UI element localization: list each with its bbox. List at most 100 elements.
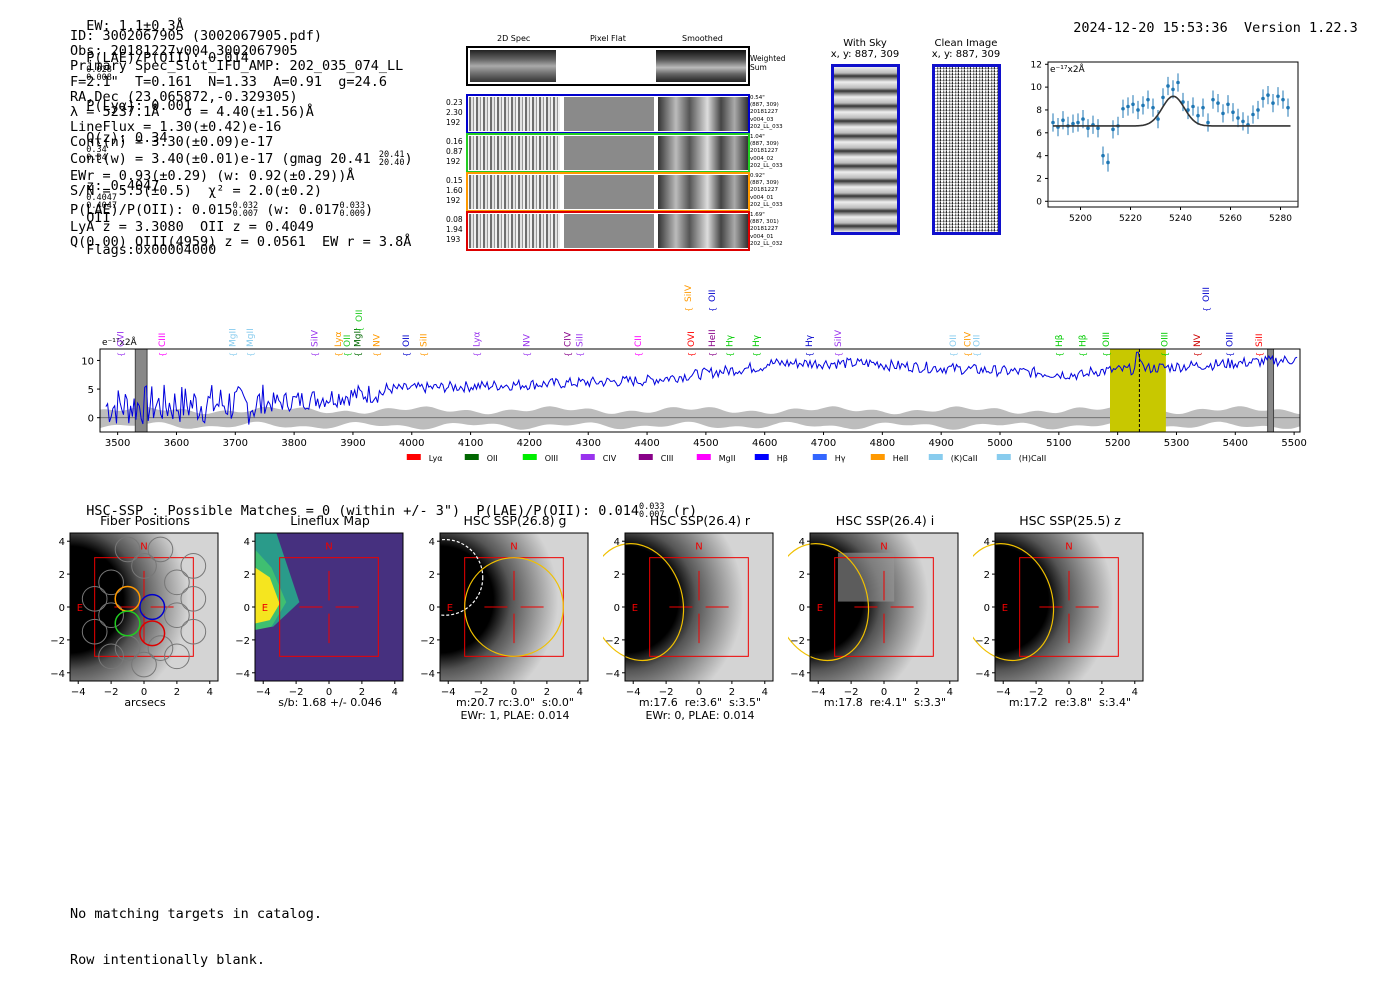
spectrum-line-label: OII { [355, 310, 365, 332]
panel-ytick-label: 0 [614, 603, 620, 614]
spectrum-xtick-label: 3700 [223, 438, 248, 449]
spectrum-xtick-label: 5200 [1105, 438, 1130, 449]
cutout-row-right-label: 1.69" (887, 301) 20181227 v004_01 202_LL_032 [750, 212, 783, 248]
panel-xtick-label: −2 [1029, 687, 1044, 698]
header-plae-range: 0.028 0.008 [86, 65, 112, 83]
panel-xtick-label: 4 [762, 687, 768, 698]
spectrum-line-name: OII [402, 335, 412, 347]
spectrum-line-label: OII { [343, 335, 353, 357]
panel-title: Lineflux Map [290, 513, 370, 528]
fit-plot-point [1191, 104, 1195, 109]
fiber-circle [98, 602, 124, 629]
panel-ytick-label: 0 [984, 603, 990, 614]
spectrum-line-name: OII [949, 335, 959, 347]
weighted-sum-2dspec [470, 50, 556, 82]
cutout-row-left-value: 2.30 [446, 108, 463, 117]
header-datetime: 2024-12-20 15:53:36 [1073, 20, 1228, 36]
cutout-row-right-label: 0.92" (887, 309) 20181227 v004_01 202_LL_033 [750, 173, 783, 209]
panel-xtick-label: −4 [71, 687, 86, 698]
spectrum-line-brace: { [805, 352, 814, 357]
fit-plot-xtick-label: 5260 [1219, 214, 1242, 224]
cutout-row-right-value: v004_02 [750, 155, 774, 162]
spectrum-line-label: OIII { [1102, 332, 1112, 357]
spectrum-xtick-label: 4000 [399, 438, 424, 449]
cutout-pixelflat [564, 136, 654, 170]
cutout-row-right-value: (887, 309) [750, 102, 779, 109]
panel-caption: m:20.7 rc:3.0" s:0.0" [456, 696, 574, 709]
panel-xtick-label: −4 [626, 687, 641, 698]
spectrum-line-label: OVI { [117, 331, 127, 357]
cutout-row-left-value: 1.94 [446, 225, 463, 234]
spectrum-line-brace: { [117, 352, 126, 357]
fit-plot-point [1166, 84, 1170, 88]
spectrum-line-brace: { [949, 352, 958, 357]
panel-ytick-label: −2 [975, 636, 990, 647]
spectrum-line-label: OII { [708, 290, 718, 312]
spectrum-line-name: OIII [1161, 332, 1171, 347]
panel-ytick-label: 4 [59, 537, 65, 548]
panel-aperture-ellipse [973, 543, 1055, 662]
cutout-pixelflat [564, 214, 654, 248]
panel-galaxy-glow [995, 533, 1143, 681]
info-sn: S/N = 5.5(±0.5) χ² = 2.0(±0.2) [70, 182, 322, 199]
spectrum-line-name: CIV [964, 331, 974, 347]
clean-image-title: Clean Image x, y: 887, 309 [931, 38, 1001, 60]
spectrum-line-name: SiII [575, 333, 585, 347]
spectrum-line-label: SiII { [575, 333, 585, 357]
fit-plot-point [1281, 97, 1285, 102]
fit-plot-ytick-label: 0 [1036, 197, 1042, 207]
spectrum-line-name: NV [372, 333, 382, 347]
spectrum-line-brace: { [1255, 352, 1264, 357]
clean-image [932, 64, 1001, 235]
cutout-row-left-label: 0.23 2.30 192 [446, 98, 463, 128]
spectrum-xtick-label: 5400 [1223, 438, 1248, 449]
panel-ytick-label: −2 [420, 636, 435, 647]
clean-image-noise [935, 67, 998, 232]
info-lineflux: LineFlux = 1.30(±0.42)e-16 [70, 119, 282, 136]
cutout-row-right-value: 202_LL_033 [750, 201, 783, 208]
fit-plot-point [1211, 97, 1215, 102]
fiber-circle [147, 536, 174, 563]
panel-ytick-label: 2 [59, 570, 65, 581]
spectrum-line-name: OII [355, 310, 365, 322]
spectrum-line-name: OIII [1225, 332, 1235, 347]
cutout-row-left-value: 0.08 [446, 215, 463, 224]
fit-plot-point [1136, 108, 1140, 112]
fiber-circle [131, 553, 157, 579]
spectrum-line-label: HeII { [708, 329, 718, 357]
fit-plot-point [1256, 108, 1260, 112]
panel-aperture-dashed [418, 538, 484, 616]
spectrum-line-label: SiIV { [684, 284, 694, 312]
header-z-line: OII [86, 210, 111, 226]
panel-ytick-label: 0 [429, 603, 435, 614]
spectrum-gray-band [1267, 348, 1275, 433]
weighted-sum-smoothed [656, 50, 746, 82]
panel-title: HSC SSP(26.8) g [463, 513, 567, 528]
fit-plot-point [1181, 100, 1185, 104]
spectrum-line-label: OII { [972, 335, 982, 357]
cutout-row-right-value: 202_LL_032 [750, 240, 783, 247]
panel-xtick-label: −2 [659, 687, 674, 698]
cutout-row-right-value: 20181227 [750, 109, 778, 116]
panel-title: HSC SSP(25.5) z [1019, 513, 1121, 528]
spectrum-line-name: OVI [117, 331, 127, 347]
fit-plot-point [1101, 153, 1105, 158]
spectrum-line-brace: { [354, 352, 363, 357]
spectrum-line-brace: { [834, 352, 843, 357]
header-qz-range: 0.34 0.34 [86, 145, 107, 163]
panel-galaxy-glow [70, 533, 218, 681]
spectrum-xtick-label: 3500 [105, 438, 130, 449]
spectrum-line-brace: { [1193, 352, 1202, 357]
fit-plot-point [1131, 102, 1135, 107]
spectrum-line-brace: { [402, 352, 411, 357]
spectrum-line-name: MgII [354, 328, 364, 347]
panel-ytick-label: −4 [605, 669, 620, 680]
spectrum-line-brace: { [708, 352, 717, 357]
spectrum-line-label: Hβ { [1078, 334, 1088, 357]
fit-plot-point [1241, 119, 1245, 124]
spectrum-line-brace: { [964, 352, 973, 357]
fit-plot-point [1061, 118, 1065, 123]
panel-xtick-label: −2 [104, 687, 119, 698]
spectrum-line-brace: { [158, 352, 167, 357]
fit-plot-point [1171, 87, 1175, 92]
